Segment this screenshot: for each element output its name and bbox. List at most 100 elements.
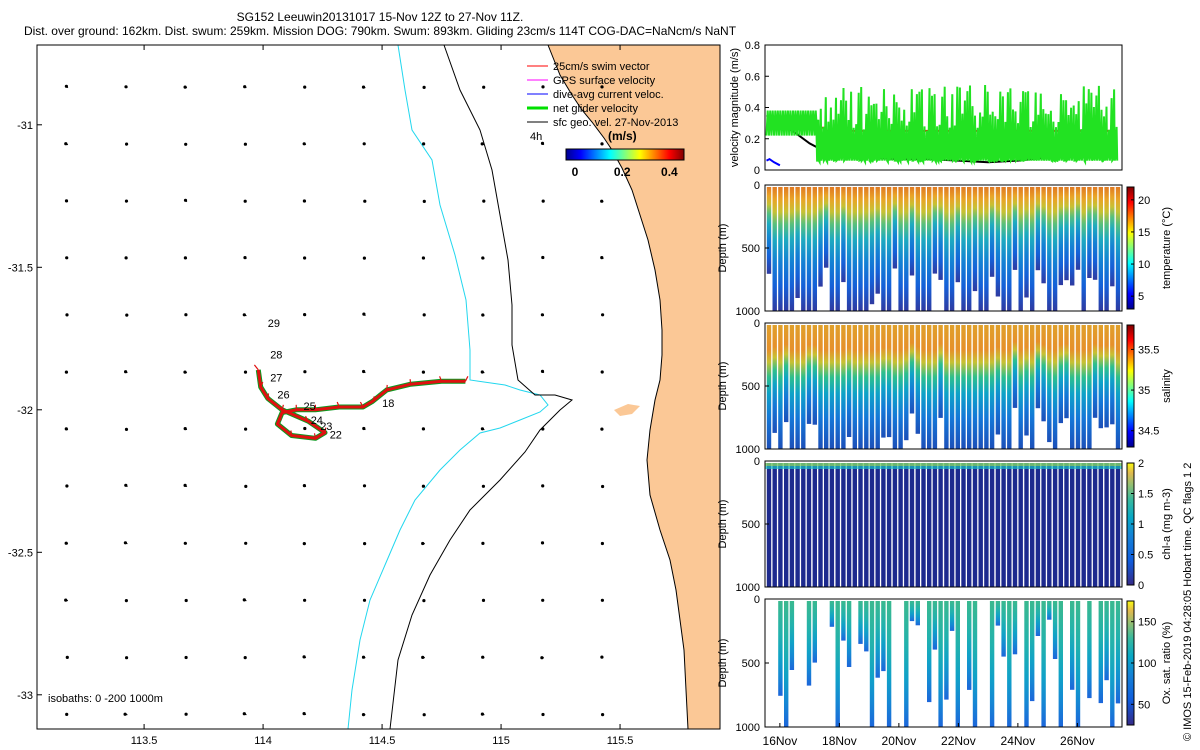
profile-column <box>795 325 800 449</box>
time-label: 4h <box>530 131 542 143</box>
profile-column <box>955 601 960 727</box>
isobath-label: isobaths: 0 -200 1000m <box>48 693 163 705</box>
profile-column <box>938 463 943 587</box>
island <box>614 404 640 416</box>
velocity-ytick-label: 0.4 <box>745 103 760 115</box>
figure-title-line1: SG152 Leeuwin20131017 15-Nov 12Z to 27-N… <box>236 10 524 24</box>
section-ytick-label: 0 <box>754 594 760 606</box>
profile-column <box>989 187 995 277</box>
profile-column <box>967 463 972 587</box>
geo-vector-head <box>124 256 128 260</box>
geo-vector-head <box>64 427 68 431</box>
geo-vector-head <box>65 655 69 660</box>
profile-column <box>989 325 995 449</box>
velocity-ytick-label: 0.8 <box>745 40 760 52</box>
geo-vector-head <box>362 598 367 602</box>
profile-column <box>898 187 903 311</box>
profile-column <box>984 187 989 311</box>
profile-column <box>1035 325 1041 409</box>
profile-column <box>766 325 772 449</box>
geo-vector-head <box>184 712 188 716</box>
profile-column <box>835 601 840 727</box>
geo-vector-head <box>65 313 69 317</box>
profile-column <box>1070 187 1075 286</box>
profile-column <box>1018 325 1023 449</box>
profile-column <box>841 325 846 449</box>
geo-vector-head <box>481 598 486 603</box>
profile-column <box>852 325 857 449</box>
profile-column <box>1035 187 1041 271</box>
map-xtick-label: 115 <box>492 735 510 747</box>
profile-column <box>1041 187 1046 284</box>
profile-column <box>1110 463 1115 587</box>
section-colorbar <box>1126 324 1135 448</box>
geo-vector-head <box>242 712 246 716</box>
swim-vector <box>304 415 309 422</box>
profile-column <box>1070 601 1075 690</box>
profile-column <box>915 187 920 311</box>
profile-column <box>801 187 806 311</box>
colorbar-tick-label: 35 <box>1138 385 1150 397</box>
profile-column <box>801 325 806 449</box>
land-mass <box>548 45 720 729</box>
section-ytick-label: 500 <box>742 519 760 531</box>
profile-column <box>1104 601 1109 681</box>
map-frame <box>36 44 721 730</box>
profile-column <box>778 187 783 311</box>
geo-vector-head <box>183 483 187 487</box>
geo-vector-head <box>123 541 127 545</box>
profile-column <box>829 601 835 627</box>
legend-label: dive-avg current veloc. <box>553 89 664 101</box>
profile-column <box>789 325 795 449</box>
colorbar-tick-label: 0.5 <box>1138 550 1153 562</box>
profile-column <box>1018 187 1023 311</box>
profile-column <box>1075 325 1081 449</box>
velocity-series-dac <box>766 157 781 167</box>
geostrophic-vectors <box>64 84 605 717</box>
profile-column <box>1024 463 1029 587</box>
profile-column <box>881 187 886 311</box>
geo-vector-head <box>64 199 69 203</box>
profile-column <box>858 601 863 644</box>
profile-column <box>1098 187 1103 311</box>
colorbar-label: temperature (°C) <box>1161 207 1173 289</box>
profile-column <box>1035 601 1041 636</box>
geo-vector-head <box>244 541 248 545</box>
geo-vector-head <box>540 141 545 145</box>
geo-vector-head <box>541 427 545 431</box>
profile-column <box>1035 463 1041 587</box>
profile-column <box>1110 325 1115 425</box>
profile-column <box>927 325 932 449</box>
geo-vector-head <box>361 85 366 89</box>
geo-vector-head <box>601 313 605 317</box>
profile-column <box>904 601 909 727</box>
profile-column <box>1012 187 1018 270</box>
profile-column <box>1007 187 1012 311</box>
profile-column <box>829 187 835 311</box>
profile-column <box>772 325 777 433</box>
geo-vector-head <box>422 85 426 89</box>
profile-column <box>846 325 852 437</box>
profile-column <box>824 463 829 587</box>
section-colorbar <box>1126 186 1135 310</box>
profile-column <box>1087 187 1092 278</box>
section-ytick-label: 500 <box>742 658 760 670</box>
geo-vector-head <box>361 713 366 717</box>
geo-vector-head <box>125 313 129 317</box>
profile-column <box>932 325 938 449</box>
geo-vector-head <box>481 484 485 488</box>
profile-column <box>938 601 943 727</box>
geo-vector-head <box>64 541 68 545</box>
geo-vector-head <box>541 598 545 602</box>
profile-column <box>1115 325 1121 449</box>
profile-column <box>852 463 857 587</box>
geo-vector-head <box>243 142 247 146</box>
profile-column <box>858 187 863 311</box>
geo-vector-head <box>243 656 247 660</box>
section-panel-ox: 0 500 1000 Depth (m) 50 100 150 Ox. sat. ratio … <box>717 594 1173 734</box>
profile-column <box>1092 325 1098 418</box>
map-legend: 25cm/s swim vector GPS surface velocity di… <box>527 61 678 129</box>
geo-vector-head <box>302 484 306 488</box>
colorbar-tick-label: 1.5 <box>1138 489 1153 501</box>
chl-surface-band-high <box>765 463 1122 466</box>
